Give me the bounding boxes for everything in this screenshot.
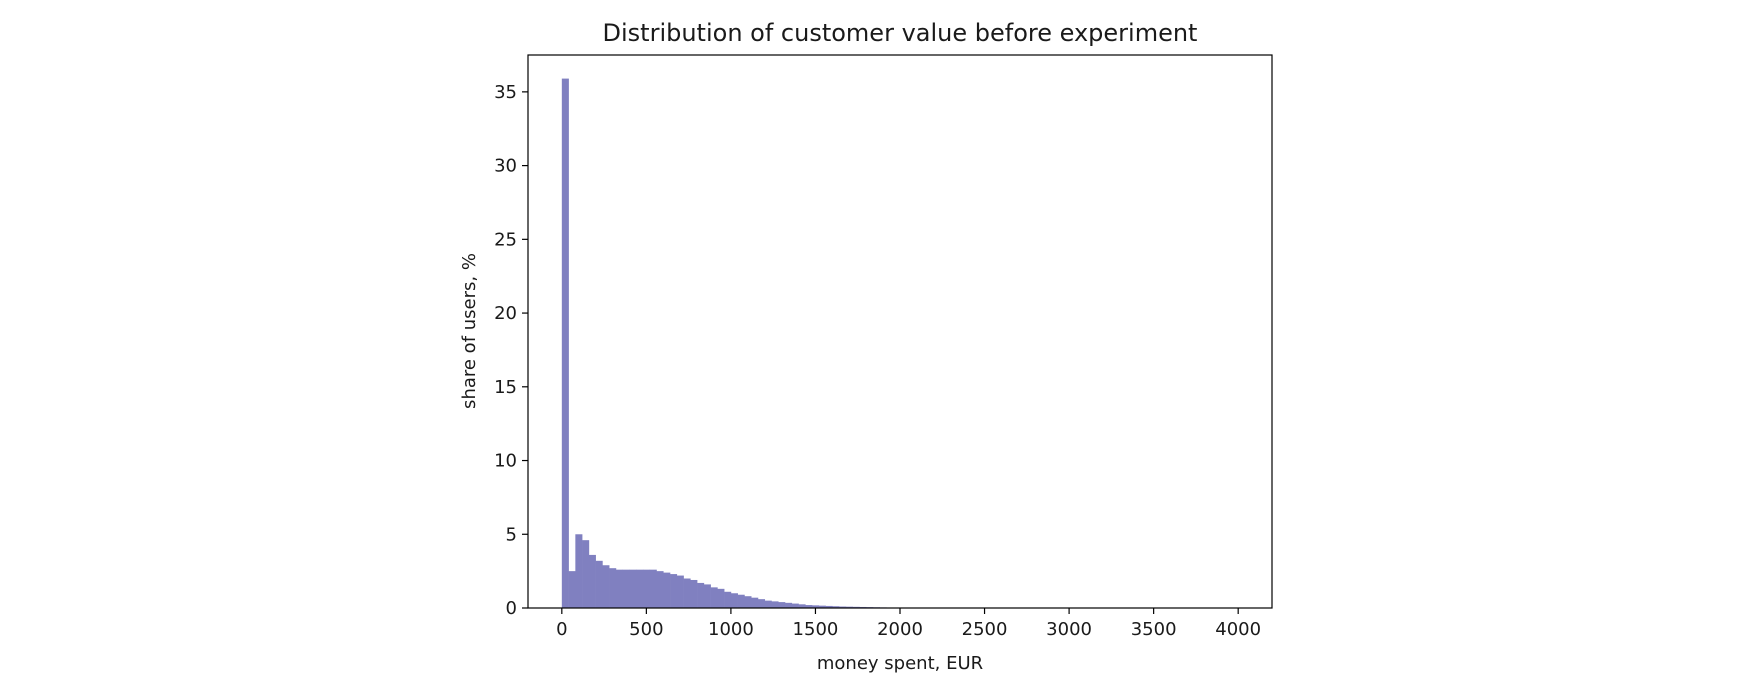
- histogram-bar: [717, 588, 725, 608]
- histogram-bar: [663, 572, 671, 608]
- histogram-bar: [791, 603, 799, 608]
- x-tick-label: 1000: [708, 619, 754, 640]
- histogram-bar: [710, 587, 718, 608]
- x-axis-label: money spent, EUR: [817, 653, 983, 674]
- histogram-bar: [683, 578, 691, 608]
- histogram-bar: [744, 596, 752, 608]
- histogram-bar: [757, 599, 766, 608]
- x-tick-label: 500: [629, 619, 663, 640]
- histogram-bar: [751, 597, 759, 608]
- histogram-bar: [622, 569, 630, 608]
- histogram-bar: [615, 569, 623, 608]
- histogram-bar: [568, 571, 576, 608]
- histogram-bar: [676, 575, 684, 608]
- x-tick-label: 0: [556, 619, 567, 640]
- x-tick-label: 4000: [1215, 619, 1261, 640]
- histogram-bar: [575, 534, 583, 608]
- y-tick-label: 15: [494, 377, 517, 398]
- histogram-bar: [670, 574, 678, 608]
- histogram-bar: [825, 605, 833, 608]
- histogram-bar: [839, 606, 847, 608]
- x-tick-label: 3000: [1046, 619, 1092, 640]
- histogram-bar: [697, 582, 705, 608]
- histogram-bar: [785, 602, 793, 608]
- histogram-bar: [609, 568, 617, 608]
- histogram-bar: [656, 571, 664, 608]
- histogram-bar: [588, 554, 596, 608]
- bars-group: [561, 78, 901, 608]
- histogram-bar: [730, 593, 738, 608]
- x-axis: 0 500 1000 1500 2000 2500 3000 3500 4000: [556, 608, 1261, 640]
- histogram-bar: [649, 569, 657, 608]
- y-tick-label: 5: [506, 524, 517, 545]
- histogram-bar: [812, 605, 820, 608]
- histogram-bar: [798, 604, 806, 608]
- histogram-bar: [561, 78, 569, 608]
- histogram-bar: [602, 565, 610, 608]
- histogram-bar: [595, 560, 603, 608]
- histogram-bar: [636, 569, 644, 608]
- histogram-bar: [690, 579, 698, 608]
- y-tick-label: 10: [494, 451, 517, 472]
- y-tick-label: 35: [494, 82, 517, 103]
- y-tick-label: 0: [506, 598, 517, 619]
- y-tick-label: 20: [494, 303, 517, 324]
- y-tick-label: 25: [494, 229, 517, 250]
- histogram-bar: [832, 606, 840, 608]
- histogram-bar: [771, 601, 779, 608]
- histogram-bar: [703, 584, 711, 608]
- histogram-bar: [764, 600, 772, 608]
- histogram-bar: [737, 594, 745, 608]
- x-tick-label: 2000: [877, 619, 923, 640]
- y-tick-label: 30: [494, 156, 517, 177]
- histogram-bar: [642, 569, 651, 608]
- histogram-bar: [805, 605, 813, 608]
- histogram-bar: [629, 569, 637, 608]
- histogram-bar: [818, 605, 826, 608]
- plot-frame: [527, 54, 1273, 609]
- x-tick-label: 1500: [793, 619, 839, 640]
- histogram-bar: [582, 540, 590, 608]
- histogram-bar: [724, 591, 732, 608]
- x-tick-label: 3500: [1131, 619, 1177, 640]
- y-axis: 0 5 10 15 20 25 30 35: [494, 82, 528, 619]
- chart-title: Distribution of customer value before ex…: [603, 19, 1198, 47]
- histogram-bar: [845, 606, 853, 608]
- x-tick-label: 2500: [962, 619, 1008, 640]
- histogram-bar: [778, 602, 786, 608]
- y-axis-label: share of users, %: [459, 253, 480, 409]
